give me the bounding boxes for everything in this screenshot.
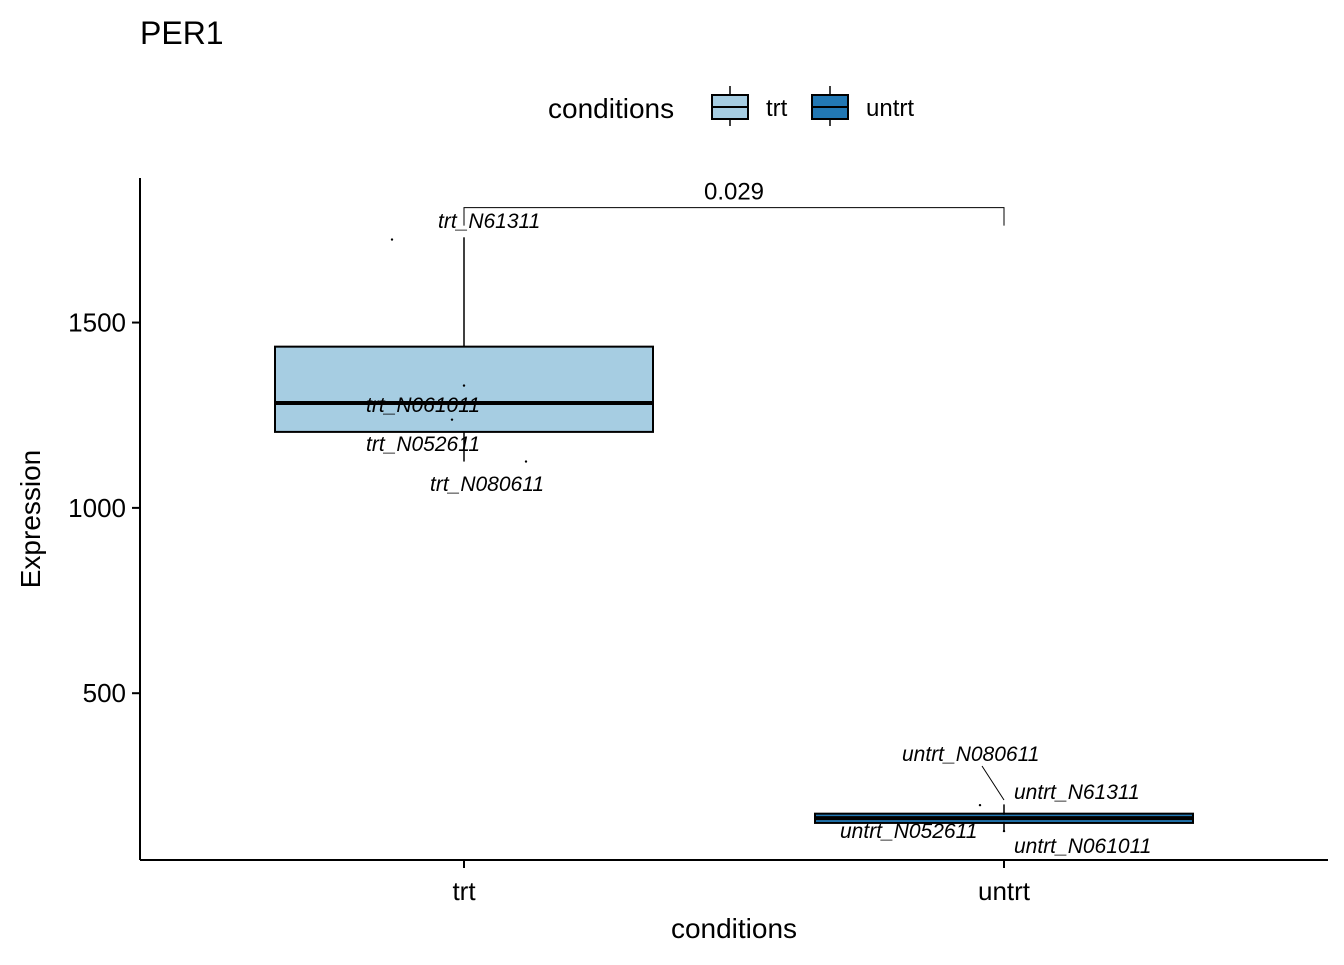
legend-label: trt — [766, 95, 788, 122]
x-tick-label: trt — [452, 876, 476, 906]
y-axis: 500 1000 1500 — [68, 178, 141, 860]
x-axis: trt untrt — [140, 859, 1328, 906]
point-label: untrt_N080611 — [902, 743, 1039, 766]
point-label: trt_N61311 — [438, 210, 540, 233]
y-tick-label: 1000 — [68, 493, 126, 523]
legend: conditions trt untrt — [548, 86, 914, 126]
data-point — [1002, 821, 1006, 825]
data-point — [524, 460, 528, 463]
legend-item-trt: trt — [711, 86, 788, 126]
point-label: untrt_N052611 — [840, 820, 977, 843]
data-point — [450, 418, 454, 421]
y-axis-title: Expression — [15, 450, 46, 589]
y-tick-label: 1500 — [68, 308, 126, 338]
data-point — [1002, 812, 1006, 815]
x-axis-title: conditions — [671, 913, 797, 944]
box-trt — [274, 345, 654, 433]
plot-area: trt_N61311 trt_N061011 trt_N052611 trt_N080… — [274, 179, 1194, 858]
data-point — [978, 803, 982, 807]
chart-title: PER1 — [140, 15, 224, 51]
p-value-label: 0.029 — [704, 179, 764, 206]
data-point — [390, 238, 394, 241]
point-label: trt_N061011 — [366, 394, 480, 417]
label-leader-line — [981, 765, 1005, 801]
data-point — [1002, 829, 1006, 833]
legend-items: trt untrt — [711, 86, 914, 126]
point-label: trt_N080611 — [430, 473, 544, 496]
x-tick-label: untrt — [978, 876, 1031, 906]
data-point — [462, 384, 466, 387]
significance-bracket — [463, 207, 1005, 226]
point-label: trt_N052611 — [366, 433, 480, 456]
legend-item-untrt: untrt — [811, 86, 914, 126]
y-tick-label: 500 — [83, 678, 126, 708]
point-label: untrt_N061011 — [1014, 835, 1151, 858]
legend-label: untrt — [866, 95, 914, 122]
point-label: untrt_N61311 — [1014, 781, 1140, 804]
legend-title: conditions — [548, 93, 674, 124]
